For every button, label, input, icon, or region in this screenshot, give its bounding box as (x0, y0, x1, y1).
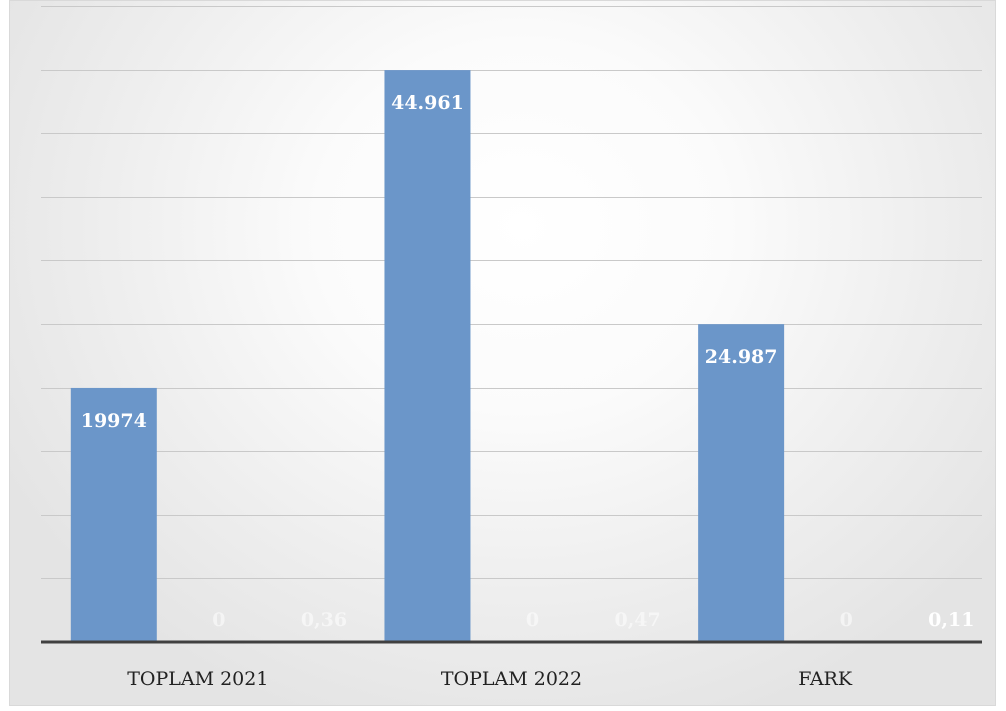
data-label: 0,11 (928, 609, 974, 631)
data-label: 44.961 (391, 92, 464, 114)
category-label: TOPLAM 2022 (441, 668, 582, 690)
bar (384, 70, 471, 643)
chart-area: 19974 0 0,36 44.961 0 0,47 24.987 0 0,11 TOPLAM … (9, 0, 996, 706)
data-label: 0 (840, 609, 853, 631)
data-label: 0 (526, 609, 539, 631)
data-label: 19974 (81, 410, 147, 432)
category-label: FARK (798, 668, 853, 690)
data-labels: 19974 0 0,36 44.961 0 0,47 24.987 0 0,11 (81, 92, 975, 631)
bar (70, 387, 157, 642)
category-label: TOPLAM 2021 (127, 668, 268, 690)
bars (70, 70, 785, 643)
gridlines (41, 6, 982, 579)
data-label: 0,36 (301, 609, 347, 631)
bar (698, 324, 785, 642)
data-label: 24.987 (705, 346, 778, 368)
data-label: 0,47 (614, 609, 660, 631)
x-axis: TOPLAM 2021 TOPLAM 2022 FARK (41, 640, 982, 690)
data-label: 0 (212, 609, 225, 631)
bar-chart: 19974 0 0,36 44.961 0 0,47 24.987 0 0,11 TOPLAM … (41, 6, 982, 690)
